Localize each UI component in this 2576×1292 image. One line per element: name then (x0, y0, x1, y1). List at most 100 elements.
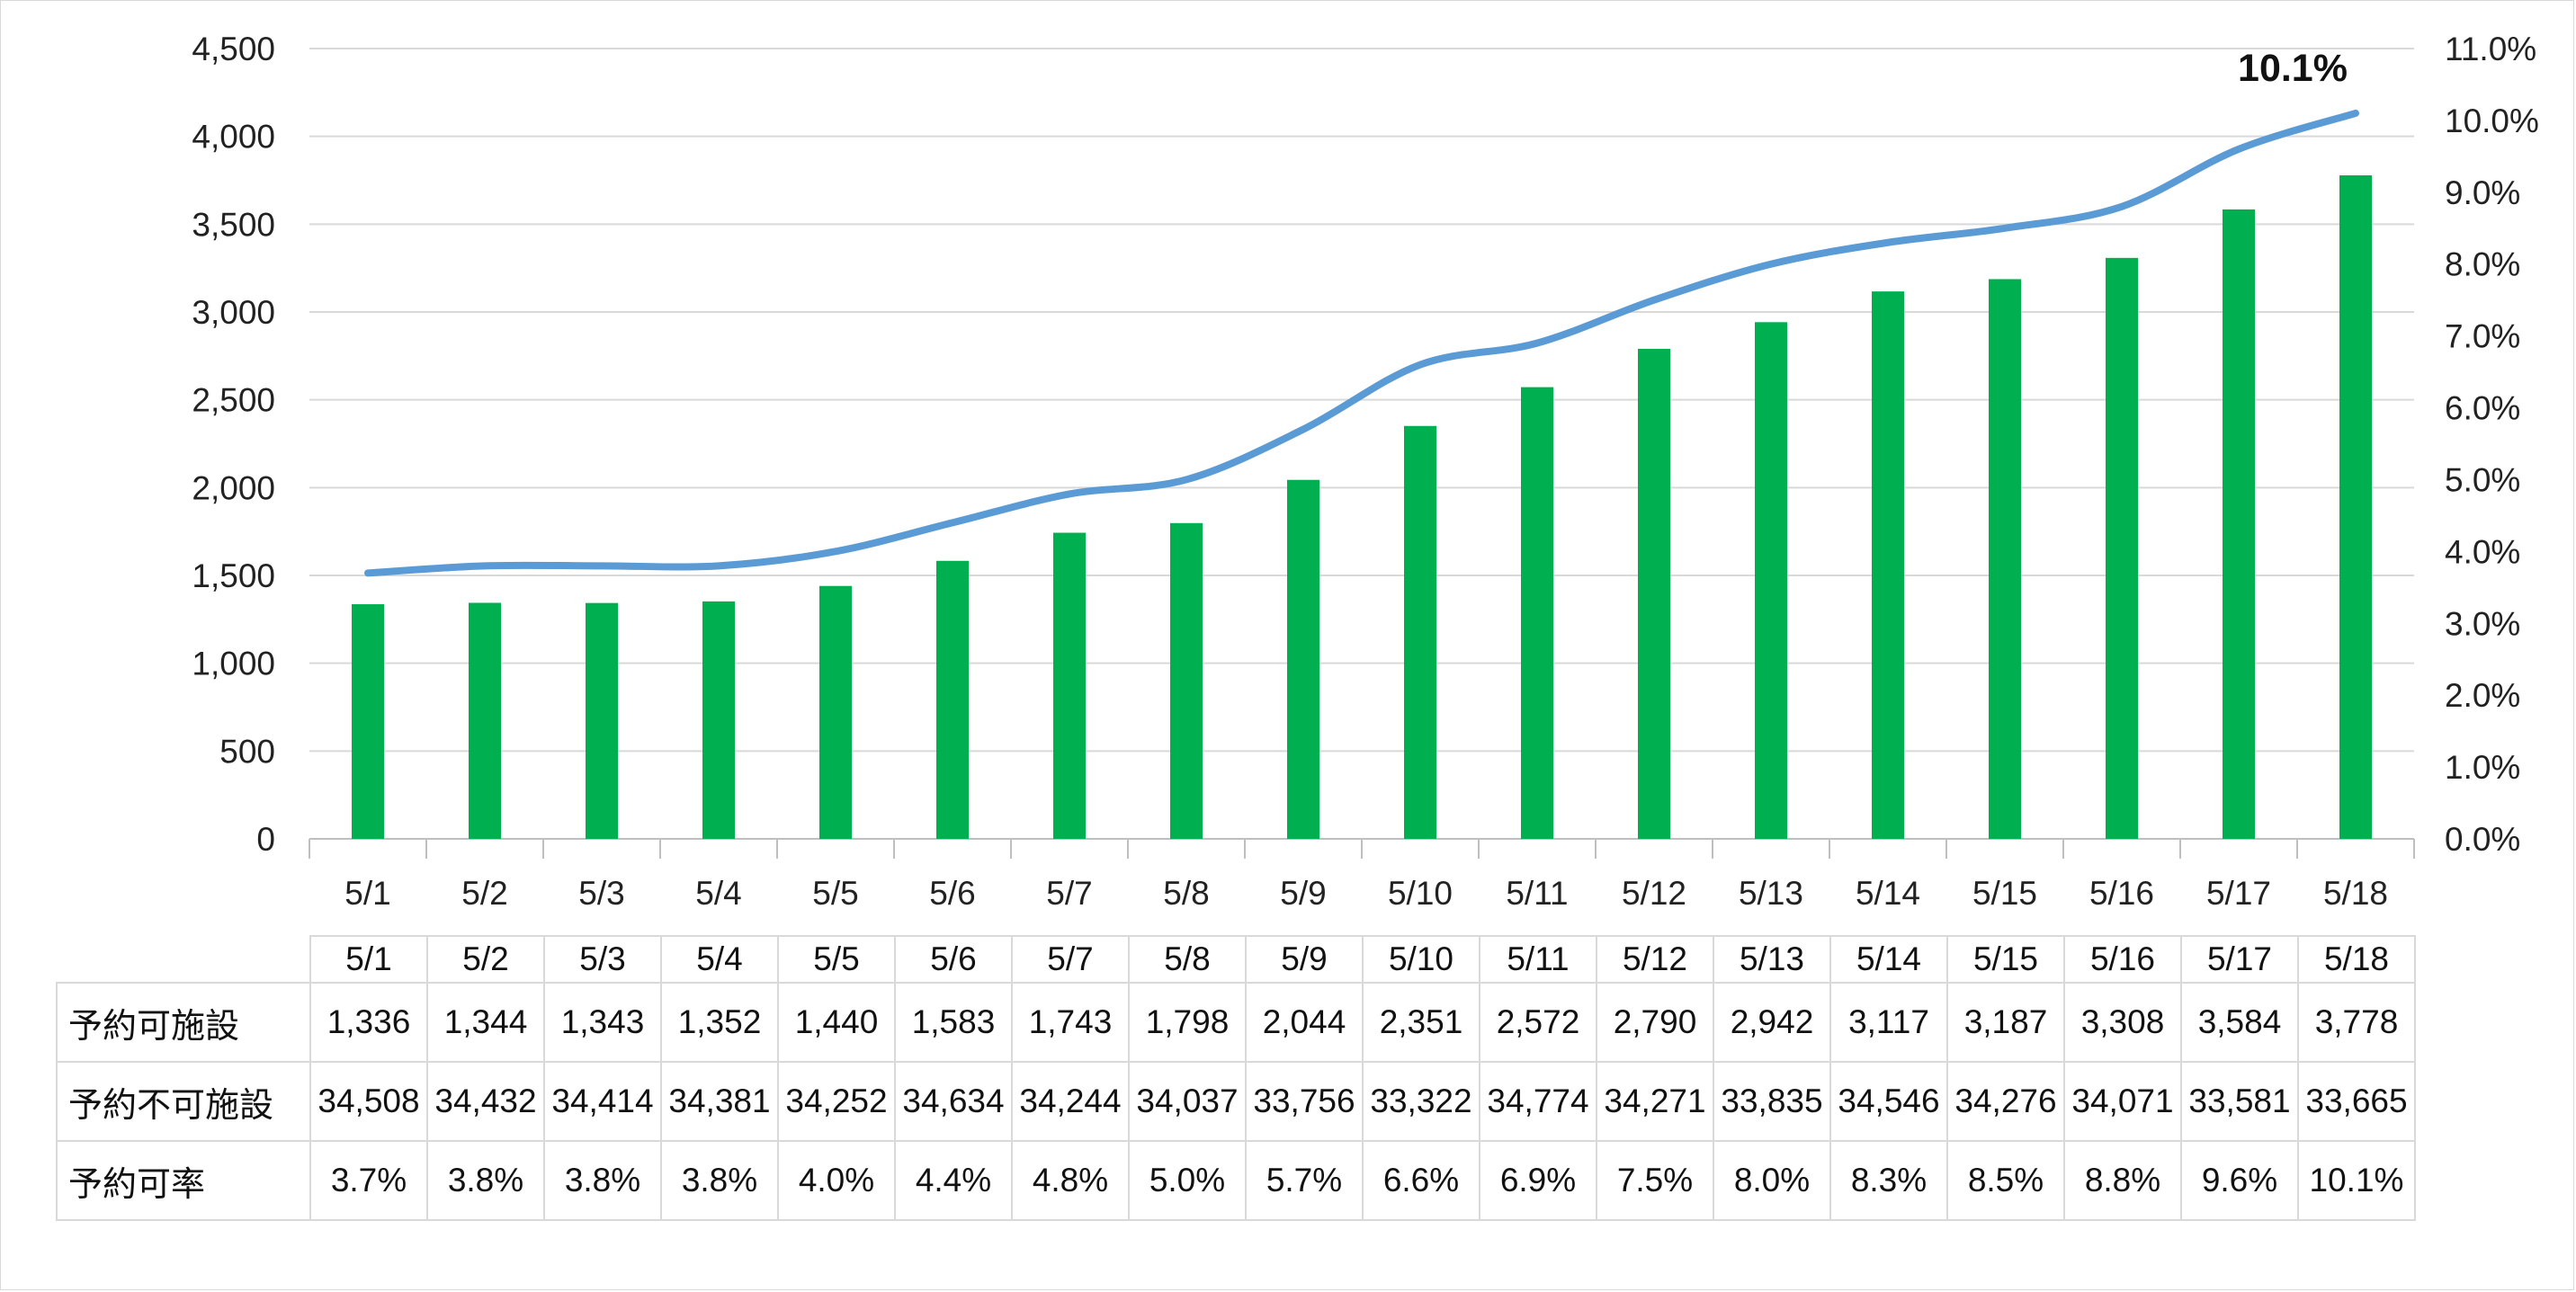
y-tick-label: 3,000 (192, 294, 275, 331)
x-tick-label: 5/11 (1506, 875, 1568, 912)
bar (1755, 322, 1787, 839)
table-cell: 1,798 (1128, 982, 1247, 1063)
table-header-cell: 5/8 (1128, 935, 1247, 984)
table-header-cell: 5/10 (1362, 935, 1480, 984)
table-row-label: 予約可施設 (56, 982, 311, 1063)
table-cell: 3,584 (2180, 982, 2299, 1063)
y2-tick-label: 7.0% (2445, 318, 2520, 355)
table-cell: 34,037 (1128, 1061, 1247, 1142)
table-cell: 5.7% (1245, 1140, 1364, 1221)
table-cell: 34,546 (1829, 1061, 1948, 1142)
table-cell: 1,743 (1011, 982, 1130, 1063)
x-tick-label: 5/18 (2323, 875, 2388, 912)
end-value-label: 10.1% (2238, 47, 2348, 90)
bar (1521, 387, 1553, 839)
bar (1287, 479, 1319, 839)
y2-tick-label: 6.0% (2445, 390, 2520, 427)
table-header-cell: 5/18 (2297, 935, 2416, 984)
table-row: 予約不可施設 34,508 34,432 34,414 34,381 34,252 34,6… (56, 1061, 2416, 1142)
table-cell: 1,343 (543, 982, 662, 1063)
bar (1872, 291, 1904, 839)
y-tick-label: 500 (219, 733, 275, 770)
bar (1404, 425, 1436, 839)
y2-tick-label: 2.0% (2445, 677, 2520, 714)
bar (2106, 257, 2138, 839)
table-cell: 1,440 (777, 982, 896, 1063)
y-tick-label: 3,500 (192, 206, 275, 243)
table-cell: 33,322 (1362, 1061, 1480, 1142)
x-tick-label: 5/6 (929, 875, 975, 912)
x-tick-label: 5/7 (1046, 875, 1092, 912)
y-tick-label: 1,000 (192, 646, 275, 682)
table-header-cell: 5/7 (1011, 935, 1130, 984)
table-cell: 8.8% (2063, 1140, 2182, 1221)
y2-tick-label: 3.0% (2445, 605, 2520, 642)
y-tick-label: 1,500 (192, 557, 275, 594)
table-cell: 33,756 (1245, 1061, 1364, 1142)
table-cell: 2,044 (1245, 982, 1364, 1063)
x-tick-label: 5/9 (1280, 875, 1326, 912)
table-cell: 3.8% (660, 1140, 779, 1221)
table-cell: 34,508 (309, 1061, 428, 1142)
y-tick-label: 4,500 (192, 31, 275, 67)
x-tick-label: 5/14 (1856, 875, 1920, 912)
table-header-cell: 5/1 (309, 935, 428, 984)
bar (2339, 175, 2372, 840)
table-header-cell: 5/16 (2063, 935, 2182, 984)
table-header-cell: 5/9 (1245, 935, 1364, 984)
table-cell: 3,117 (1829, 982, 1948, 1063)
table-cell: 3.8% (426, 1140, 545, 1221)
combo-chart: 0 500 1,000 1,500 2,000 2,500 3,000 3,500 4,000 4… (192, 31, 2539, 912)
table-cell: 9.6% (2180, 1140, 2299, 1221)
table-cell: 34,252 (777, 1061, 896, 1142)
x-tick-label: 5/3 (578, 875, 624, 912)
table-row: 予約可施設 1,336 1,344 1,343 1,352 1,440 1,583 1,743… (56, 982, 2416, 1063)
bar (1989, 279, 2021, 839)
table-cell: 1,344 (426, 982, 545, 1063)
bar (702, 601, 735, 839)
table-cell: 34,271 (1596, 1061, 1714, 1142)
table-cell: 7.5% (1596, 1140, 1714, 1221)
table-header-cell: 5/12 (1596, 935, 1714, 984)
table-cell: 3,187 (1946, 982, 2065, 1063)
bar (352, 604, 384, 839)
table-cell: 4.4% (894, 1140, 1013, 1221)
y-tick-label: 2,000 (192, 469, 275, 506)
table-cell: 8.3% (1829, 1140, 1948, 1221)
table-cell: 5.0% (1128, 1140, 1247, 1221)
y2-tick-label: 8.0% (2445, 246, 2520, 283)
table-header-row: 5/1 5/2 5/3 5/4 5/5 5/6 5/7 5/8 5/9 5/10 5/11 5/12 5… (57, 935, 2416, 984)
table-row-label: 予約不可施設 (56, 1061, 311, 1142)
table-header-cell: 5/5 (777, 935, 896, 984)
table-corner-cell (57, 936, 311, 984)
table-cell: 4.8% (1011, 1140, 1130, 1221)
table-cell: 8.5% (1946, 1140, 2065, 1221)
table-header-cell: 5/15 (1946, 935, 2065, 984)
bar (1053, 532, 1086, 839)
x-tick-label: 5/13 (1739, 875, 1803, 912)
x-tick-label: 5/4 (695, 875, 741, 912)
x-tick-label: 5/16 (2089, 875, 2154, 912)
table-cell: 2,572 (1479, 982, 1597, 1063)
y2-tick-label: 5.0% (2445, 461, 2520, 498)
y2-tick-label: 1.0% (2445, 749, 2520, 786)
bar (819, 585, 852, 839)
table-cell: 2,351 (1362, 982, 1480, 1063)
table-cell: 2,790 (1596, 982, 1714, 1063)
table-cell: 34,276 (1946, 1061, 2065, 1142)
table-cell: 3.7% (309, 1140, 428, 1221)
table-row-label: 予約可率 (56, 1140, 311, 1221)
x-tick-label: 5/1 (344, 875, 390, 912)
table-cell: 33,581 (2180, 1061, 2299, 1142)
table-header-cell: 5/13 (1713, 935, 1831, 984)
table-header-cell: 5/6 (894, 935, 1013, 984)
table-header-cell: 5/3 (543, 935, 662, 984)
table-header-cell: 5/4 (660, 935, 779, 984)
y-tick-label: 0 (256, 821, 275, 858)
table-cell: 34,774 (1479, 1061, 1597, 1142)
table-header-cell: 5/2 (426, 935, 545, 984)
table-cell: 34,414 (543, 1061, 662, 1142)
table-row: 予約可率 3.7% 3.8% 3.8% 3.8% 4.0% 4.4% 4.8% 5.0% 5.7%… (56, 1140, 2416, 1221)
table-header-cell: 5/17 (2180, 935, 2299, 984)
data-table: 5/1 5/2 5/3 5/4 5/5 5/6 5/7 5/8 5/9 5/10 5/11 5/12 5… (56, 935, 2416, 1221)
